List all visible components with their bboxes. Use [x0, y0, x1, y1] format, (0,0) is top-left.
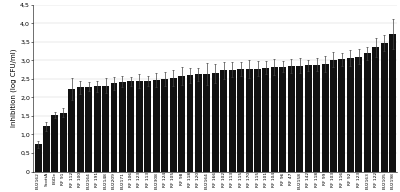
Bar	[153, 80, 160, 171]
Bar	[254, 69, 261, 171]
Bar	[305, 65, 312, 171]
Bar	[52, 115, 58, 171]
Bar	[144, 81, 151, 171]
Bar	[34, 144, 42, 171]
Bar	[338, 59, 345, 171]
Bar	[212, 73, 219, 171]
Bar	[60, 113, 67, 171]
Bar	[68, 89, 75, 171]
Bar	[102, 86, 109, 171]
Bar	[136, 81, 143, 171]
Bar	[178, 76, 185, 171]
Bar	[43, 126, 50, 171]
Bar	[372, 47, 379, 171]
Bar	[262, 68, 270, 171]
Bar	[279, 67, 286, 171]
Bar	[330, 60, 337, 171]
Y-axis label: Inhibition (log CFU/ml): Inhibition (log CFU/ml)	[11, 49, 17, 127]
Bar	[195, 74, 202, 171]
Bar	[237, 69, 244, 171]
Bar	[119, 82, 126, 171]
Bar	[77, 87, 84, 171]
Bar	[246, 69, 252, 171]
Bar	[271, 67, 278, 171]
Bar	[186, 75, 194, 171]
Bar	[296, 65, 303, 171]
Bar	[220, 70, 227, 171]
Bar	[381, 43, 388, 171]
Bar	[161, 79, 168, 171]
Bar	[170, 78, 176, 171]
Bar	[347, 58, 354, 171]
Bar	[229, 70, 236, 171]
Bar	[85, 87, 92, 171]
Bar	[94, 86, 100, 171]
Bar	[288, 66, 295, 171]
Bar	[110, 83, 118, 171]
Bar	[128, 81, 134, 171]
Bar	[313, 65, 320, 171]
Bar	[355, 57, 362, 171]
Bar	[204, 74, 210, 171]
Bar	[364, 53, 371, 171]
Bar	[322, 64, 328, 171]
Bar	[389, 34, 396, 171]
